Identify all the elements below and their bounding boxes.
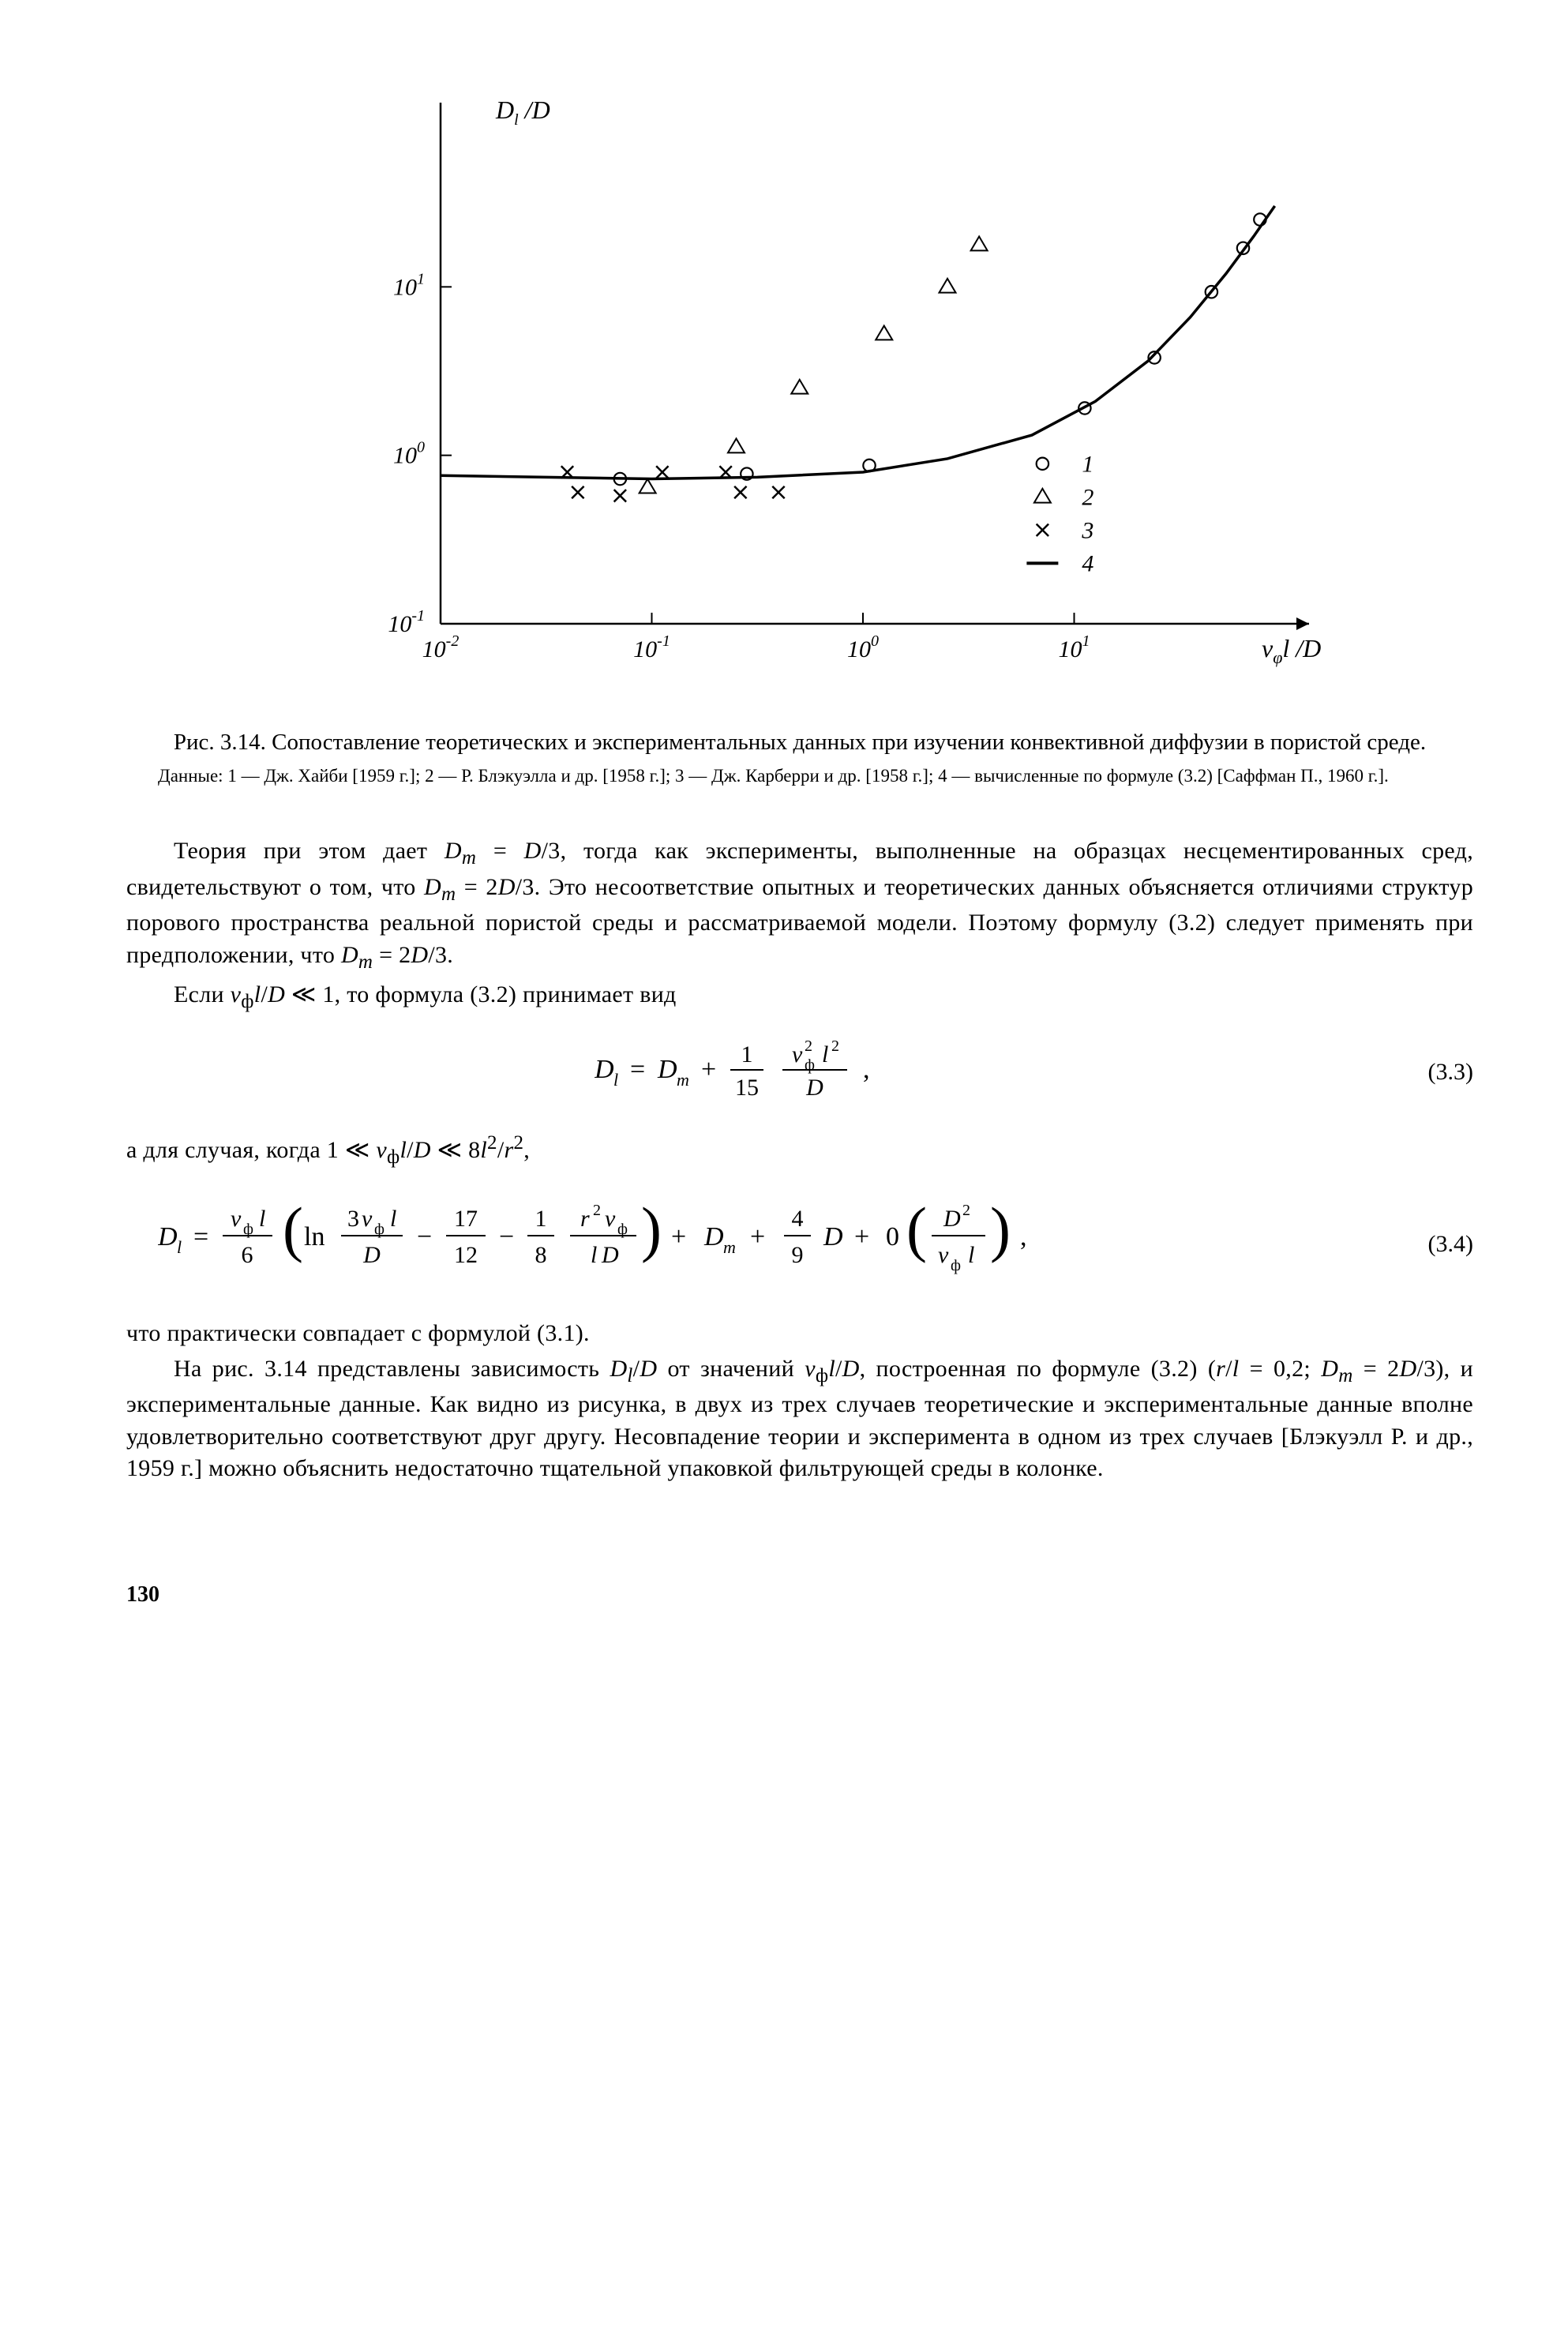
svg-text:D: D [703, 1222, 724, 1251]
p2b: , то формула (3.2) принимает вид [335, 981, 677, 1007]
svg-text:2: 2 [593, 1202, 601, 1219]
svg-text:−: − [417, 1222, 432, 1251]
svg-text:2: 2 [962, 1202, 970, 1219]
svg-text:D: D [595, 1055, 614, 1084]
figure-3-14: 10-210-110010110-1100101Dl /Dvφl /D1234 [182, 79, 1473, 712]
svg-text:ф: ф [805, 1056, 815, 1074]
svg-text:100: 100 [847, 632, 879, 662]
svg-text:l: l [177, 1237, 182, 1257]
svg-text:+: + [750, 1222, 765, 1251]
svg-text:vφl /D: vφl /D [1262, 634, 1321, 667]
svg-text:100: 100 [393, 439, 425, 469]
svg-text:+: + [671, 1222, 686, 1251]
svg-text:l: l [390, 1206, 396, 1232]
svg-text:15: 15 [735, 1075, 759, 1101]
p5a: На рис. 3.14 представлены зависимость [174, 1356, 610, 1382]
svg-text:v: v [938, 1242, 949, 1268]
svg-text:2: 2 [805, 1037, 812, 1055]
svg-text:D: D [805, 1075, 823, 1101]
svg-text:m: m [723, 1237, 736, 1257]
svg-text:D: D [158, 1222, 178, 1251]
svg-text:2: 2 [1082, 484, 1093, 510]
svg-text:): ) [990, 1195, 1011, 1263]
svg-text:v: v [605, 1206, 616, 1232]
eq34-svg: D l = v ф l 6 ( ln 3 v ф l D − 17 12 − 1… [158, 1185, 1279, 1304]
svg-text:9: 9 [792, 1242, 804, 1268]
svg-text:l: l [613, 1070, 618, 1090]
svg-text:D: D [657, 1055, 677, 1084]
svg-text:+: + [701, 1055, 716, 1084]
p5b: от значений [657, 1356, 805, 1382]
eq-number-3-3: (3.3) [1428, 1056, 1473, 1089]
equation-3-4: D l = v ф l 6 ( ln 3 v ф l D − 17 12 − 1… [126, 1185, 1473, 1304]
svg-text:=: = [193, 1222, 208, 1251]
p1d: . [447, 942, 453, 968]
svg-text:10-1: 10-1 [388, 607, 425, 637]
svg-text:12: 12 [454, 1242, 478, 1268]
eq-number-3-4: (3.4) [1428, 1229, 1473, 1261]
svg-text:+: + [854, 1222, 869, 1251]
svg-text:1: 1 [741, 1041, 753, 1067]
svg-text:−: − [499, 1222, 514, 1251]
svg-text:m: m [677, 1070, 689, 1090]
svg-text:10-2: 10-2 [422, 632, 460, 662]
svg-text:101: 101 [393, 270, 425, 300]
svg-text:17: 17 [454, 1206, 478, 1232]
svg-text:D: D [943, 1206, 961, 1232]
svg-text:,: , [863, 1055, 870, 1084]
svg-text:D: D [362, 1242, 381, 1268]
svg-text:l: l [822, 1041, 828, 1067]
svg-text:l: l [259, 1206, 265, 1232]
paragraph-on-fig: На рис. 3.14 представлены зависимость Dl… [126, 1353, 1473, 1485]
svg-text:3: 3 [1081, 517, 1093, 543]
p3: а для случая, когда [126, 1137, 327, 1163]
svg-text:v: v [792, 1041, 803, 1067]
svg-text:101: 101 [1059, 632, 1090, 662]
svg-text:2: 2 [831, 1037, 839, 1055]
p2: Если [174, 981, 231, 1007]
figure-data-sources: Данные: 1 — Дж. Хайби [1959 г.]; 2 — Р. … [158, 765, 1442, 788]
paragraph-coincides: что практически совпадает с формулой (3.… [126, 1318, 1473, 1350]
svg-text:1: 1 [535, 1206, 547, 1232]
svg-text:=: = [630, 1055, 645, 1084]
svg-text:,: , [1020, 1222, 1027, 1251]
svg-text:(: ( [906, 1195, 927, 1263]
svg-text:v: v [231, 1206, 242, 1232]
p1a: Теория при этом дает [174, 838, 445, 864]
svg-text:ln: ln [304, 1222, 324, 1251]
svg-text:(: ( [283, 1195, 303, 1263]
paragraph-if: Если vфl/D ≪ 1, то формула (3.2) принима… [126, 979, 1473, 1015]
subcaption-text: Данные: 1 — Дж. Хайби [1959 г.]; 2 — Р. … [158, 766, 1389, 786]
svg-text:0: 0 [886, 1222, 899, 1251]
svg-text:10-1: 10-1 [633, 632, 670, 662]
p5c: , построенная по формуле (3.2) ( [860, 1356, 1217, 1382]
svg-text:4: 4 [792, 1206, 804, 1232]
paragraph-and-case: а для случая, когда 1 ≪ vфl/D ≪ 8l2/r2, [126, 1130, 1473, 1171]
svg-text:r: r [580, 1206, 590, 1232]
svg-text:v: v [362, 1206, 373, 1232]
svg-text:l: l [591, 1242, 597, 1268]
svg-text:l: l [968, 1242, 974, 1268]
p3b: , [523, 1137, 530, 1163]
eq33-svg: D l = D m + 1 15 v 2 ф l 2 D , [595, 1029, 1005, 1116]
svg-text:ф: ф [951, 1257, 961, 1274]
paragraph-theory: Теория при этом дает Dm = D/3, тогда как… [126, 835, 1473, 976]
svg-text:6: 6 [242, 1242, 253, 1268]
svg-text:3: 3 [347, 1206, 359, 1232]
figure-caption: Рис. 3.14. Сопоставление теоретических и… [126, 728, 1473, 758]
svg-text:Dl /D: Dl /D [495, 96, 550, 129]
svg-text:D: D [601, 1242, 619, 1268]
svg-text:): ) [641, 1195, 662, 1263]
svg-text:D: D [823, 1222, 843, 1251]
equation-3-3: D l = D m + 1 15 v 2 ф l 2 D , (3.3) [126, 1029, 1473, 1116]
svg-text:1: 1 [1082, 451, 1093, 477]
chart-svg: 10-210-110010110-1100101Dl /Dvφl /D1234 [322, 79, 1333, 703]
page-number: 130 [126, 1580, 1473, 1610]
svg-text:8: 8 [535, 1242, 547, 1268]
svg-text:4: 4 [1082, 550, 1093, 576]
